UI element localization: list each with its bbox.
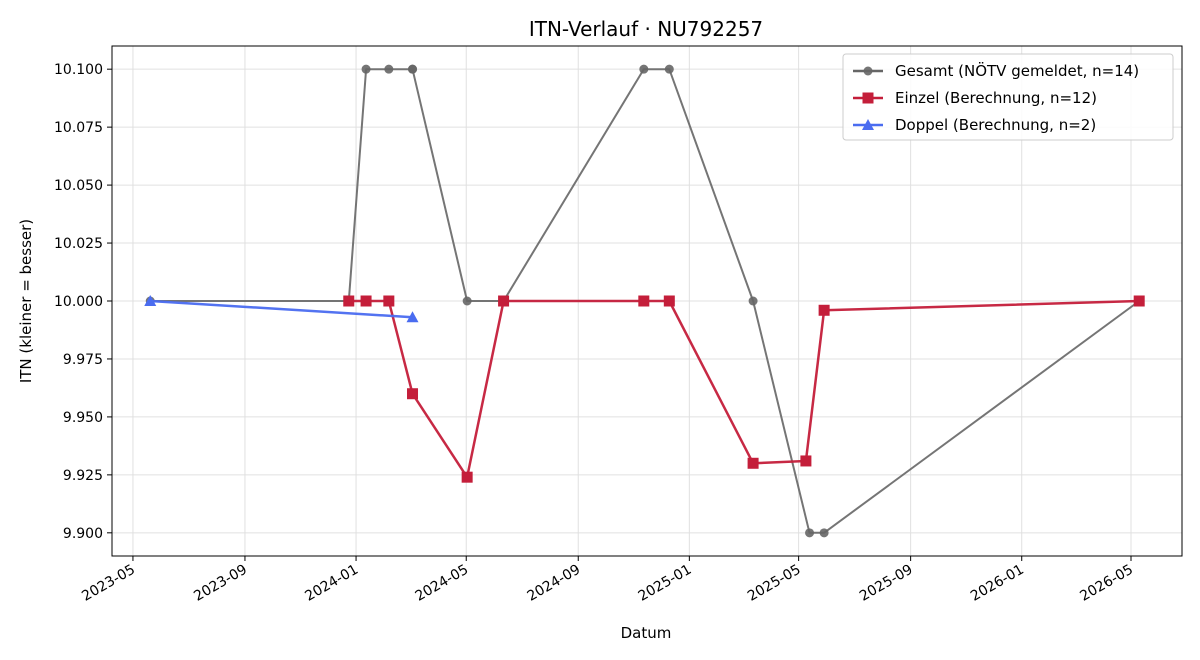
y-tick-label: 9.925: [63, 468, 103, 484]
data-point: [639, 64, 649, 74]
data-point: [384, 64, 394, 74]
legend-marker: [862, 92, 874, 104]
data-point: [638, 295, 650, 307]
data-point: [1133, 295, 1145, 307]
series-3: [144, 295, 419, 323]
legend-marker: [862, 119, 874, 130]
y-tick-label: 9.900: [63, 526, 103, 542]
x-tick-label: 2024-09: [525, 562, 584, 605]
legend-box: [842, 53, 1174, 141]
x-tick-label: 2023-09: [191, 562, 250, 605]
data-point: [747, 457, 759, 469]
data-point: [498, 295, 510, 307]
data-point: [818, 304, 830, 316]
y-axis-ticks: 9.900 9.925 9.950 9.975 10.000 10.025 10.050 10…: [54, 62, 112, 542]
data-point: [748, 296, 758, 306]
data-point: [663, 295, 675, 307]
x-tick-label: 2026-01: [968, 562, 1027, 605]
x-tick-label: 2023-05: [79, 562, 138, 605]
series-line: [150, 299, 413, 319]
data-point: [664, 64, 674, 74]
data-point: [343, 295, 355, 307]
series-layer: [144, 64, 1145, 538]
y-tick-label: 10.075: [54, 120, 103, 136]
legend-label: Einzel (Berechnung, n=12): [895, 89, 1097, 107]
data-point: [407, 388, 419, 400]
legend-entry: Einzel (Berechnung, n=12): [853, 89, 1097, 107]
data-point: [462, 296, 472, 306]
x-axis-ticks: 2023-05 2023-09 2024-01 2024-05 2024-09 2025-…: [79, 556, 1136, 605]
x-tick-label: 2025-09: [857, 562, 916, 605]
data-point: [361, 64, 371, 74]
x-tick-label: 2026-05: [1077, 562, 1136, 605]
y-axis-label: ITN (kleiner = besser): [17, 219, 35, 383]
data-point: [819, 528, 829, 538]
data-point: [360, 295, 372, 307]
legend-label: Gesamt (NÖTV gemeldet, n=14): [895, 61, 1139, 80]
data-point: [144, 295, 157, 306]
y-tick-label: 10.025: [54, 236, 103, 252]
x-tick-label: 2024-01: [302, 562, 361, 605]
x-tick-label: 2025-01: [636, 562, 695, 605]
legend: Gesamt (NÖTV gemeldet, n=14) Einzel (Bere…: [842, 53, 1174, 141]
data-point: [800, 455, 812, 467]
series-2: [343, 295, 1145, 483]
legend-label: Doppel (Berechnung, n=2): [895, 116, 1096, 134]
legend-marker: [863, 66, 873, 76]
x-tick-label: 2024-05: [413, 562, 472, 605]
legend-entry: Gesamt (NÖTV gemeldet, n=14): [853, 61, 1139, 80]
x-axis-label: Datum: [621, 624, 672, 642]
grid: [112, 46, 1182, 556]
data-point: [406, 311, 419, 323]
data-point: [461, 471, 473, 483]
data-point: [408, 64, 418, 74]
data-point: [805, 528, 815, 538]
y-tick-label: 9.950: [63, 410, 103, 426]
y-tick-label: 10.050: [54, 178, 103, 194]
y-tick-label: 10.100: [54, 62, 103, 78]
y-tick-label: 10.000: [54, 294, 103, 310]
legend-entry: Doppel (Berechnung, n=2): [853, 116, 1096, 134]
chart-title: ITN-Verlauf · NU792257: [529, 17, 763, 41]
x-tick-label: 2025-05: [745, 562, 804, 605]
y-tick-label: 9.975: [63, 352, 103, 368]
data-point: [383, 295, 395, 307]
